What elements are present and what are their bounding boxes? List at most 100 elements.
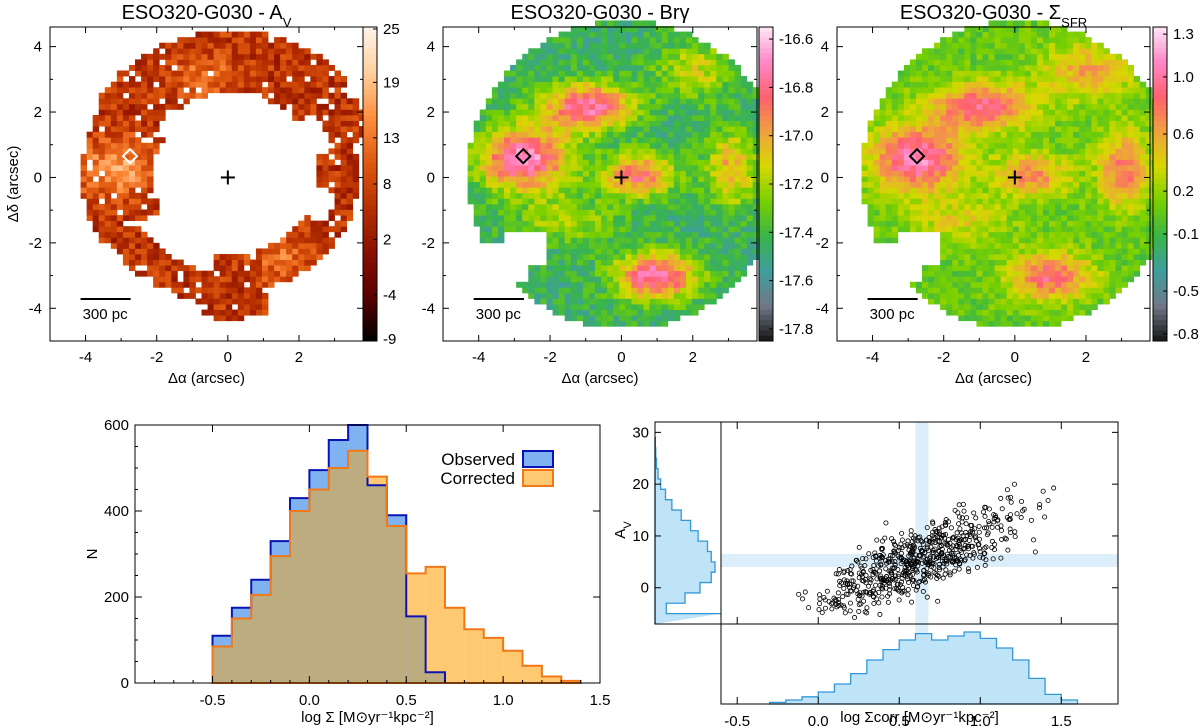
map-pixel: [528, 114, 535, 121]
map-pixel: [582, 165, 590, 171]
map-pixel: [552, 298, 560, 305]
map-pixel: [546, 276, 553, 283]
map-pixel: [994, 81, 1002, 88]
map-pixel: [1012, 304, 1020, 310]
map-pixel: [740, 126, 748, 133]
map-pixel: [982, 109, 989, 116]
map-pixel: [116, 126, 124, 133]
map-pixel: [479, 142, 487, 149]
map-pixel: [940, 98, 947, 105]
map-pixel: [613, 148, 620, 155]
map-pixel: [1048, 148, 1056, 155]
map-pixel: [280, 53, 287, 60]
map-pixel: [619, 298, 626, 305]
map-pixel: [909, 92, 917, 99]
map-pixel: [940, 114, 947, 121]
map-pixel: [1012, 92, 1020, 99]
map-pixel: [128, 76, 136, 83]
map-pixel: [153, 53, 160, 60]
map-pixel: [661, 76, 669, 83]
map-pixel: [546, 53, 553, 60]
map-pixel: [552, 304, 560, 310]
map-pixel: [940, 126, 947, 133]
map-pixel: [1000, 131, 1008, 138]
map-pixel: [958, 153, 965, 160]
panel-title: ESO320-G030 - AV: [122, 2, 292, 30]
map-pixel: [588, 81, 596, 88]
map-pixel: [1018, 226, 1026, 233]
map-pixel: [946, 148, 953, 155]
map-pixel: [643, 53, 650, 60]
map-pixel: [334, 92, 341, 99]
map-pixel: [897, 153, 905, 160]
map-pixel: [1036, 309, 1044, 316]
map-pixel: [1030, 309, 1038, 316]
map-pixel: [183, 98, 190, 105]
map-pixel: [952, 281, 959, 288]
map-pixel: [988, 203, 995, 210]
map-pixel: [1024, 270, 1032, 277]
map-pixel: [685, 31, 693, 38]
map-pixel: [722, 76, 729, 83]
map-pixel: [613, 153, 620, 160]
map-pixel: [667, 64, 675, 71]
map-pixel: [316, 237, 323, 244]
map-pixel: [558, 237, 566, 244]
map-pixel: [110, 170, 118, 177]
map-pixel: [958, 76, 965, 83]
map-pixel: [201, 92, 208, 99]
map-pixel: [740, 242, 748, 249]
map-pixel: [988, 181, 995, 188]
map-pixel: [116, 159, 124, 166]
map-pixel: [564, 131, 572, 138]
map-pixel: [171, 53, 178, 60]
map-pixel: [116, 170, 124, 177]
map-pixel: [625, 226, 632, 233]
map-pixel: [643, 220, 650, 227]
map-pixel: [582, 181, 590, 188]
map-pixel: [952, 248, 959, 255]
map-pixel: [1048, 109, 1056, 116]
map-pixel: [867, 203, 875, 210]
map-pixel: [607, 48, 614, 55]
map-pixel: [1048, 181, 1056, 188]
map-pixel: [625, 215, 632, 222]
map-pixel: [619, 287, 626, 294]
map-pixel: [135, 87, 142, 94]
map-pixel: [552, 48, 560, 55]
map-pixel: [649, 103, 657, 110]
map-pixel: [601, 242, 608, 249]
map-pixel: [255, 281, 263, 288]
map-pixel: [1018, 114, 1026, 121]
map-pixel: [716, 209, 723, 216]
map-pixel: [243, 37, 251, 44]
map-pixel: [685, 298, 693, 305]
map-pixel: [504, 176, 511, 183]
map-pixel: [673, 70, 681, 77]
map-pixel: [698, 137, 705, 144]
map-pixel: [473, 187, 481, 194]
map-pixel: [1036, 109, 1044, 116]
map-pixel: [504, 114, 511, 121]
map-pixel: [128, 87, 136, 94]
map-pixel: [237, 37, 245, 44]
map-pixel: [1055, 53, 1062, 60]
map-pixel: [994, 120, 1002, 127]
map-pixel: [952, 131, 959, 138]
map-pixel: [1012, 120, 1020, 127]
map-pixel: [135, 248, 142, 255]
map-pixel: [564, 148, 572, 155]
map-pixel: [1061, 304, 1068, 310]
map-pixel: [673, 292, 681, 299]
map-pixel: [195, 64, 202, 71]
map-pixel: [982, 64, 989, 71]
map-pixel: [679, 48, 687, 55]
map-pixel: [704, 265, 711, 272]
map-pixel: [637, 287, 644, 294]
map-pixel: [1024, 231, 1032, 238]
map-pixel: [679, 159, 687, 166]
map-pixel: [1030, 248, 1038, 255]
map-pixel: [946, 298, 953, 305]
map-pixel: [528, 176, 535, 183]
map-pixel: [619, 81, 626, 88]
